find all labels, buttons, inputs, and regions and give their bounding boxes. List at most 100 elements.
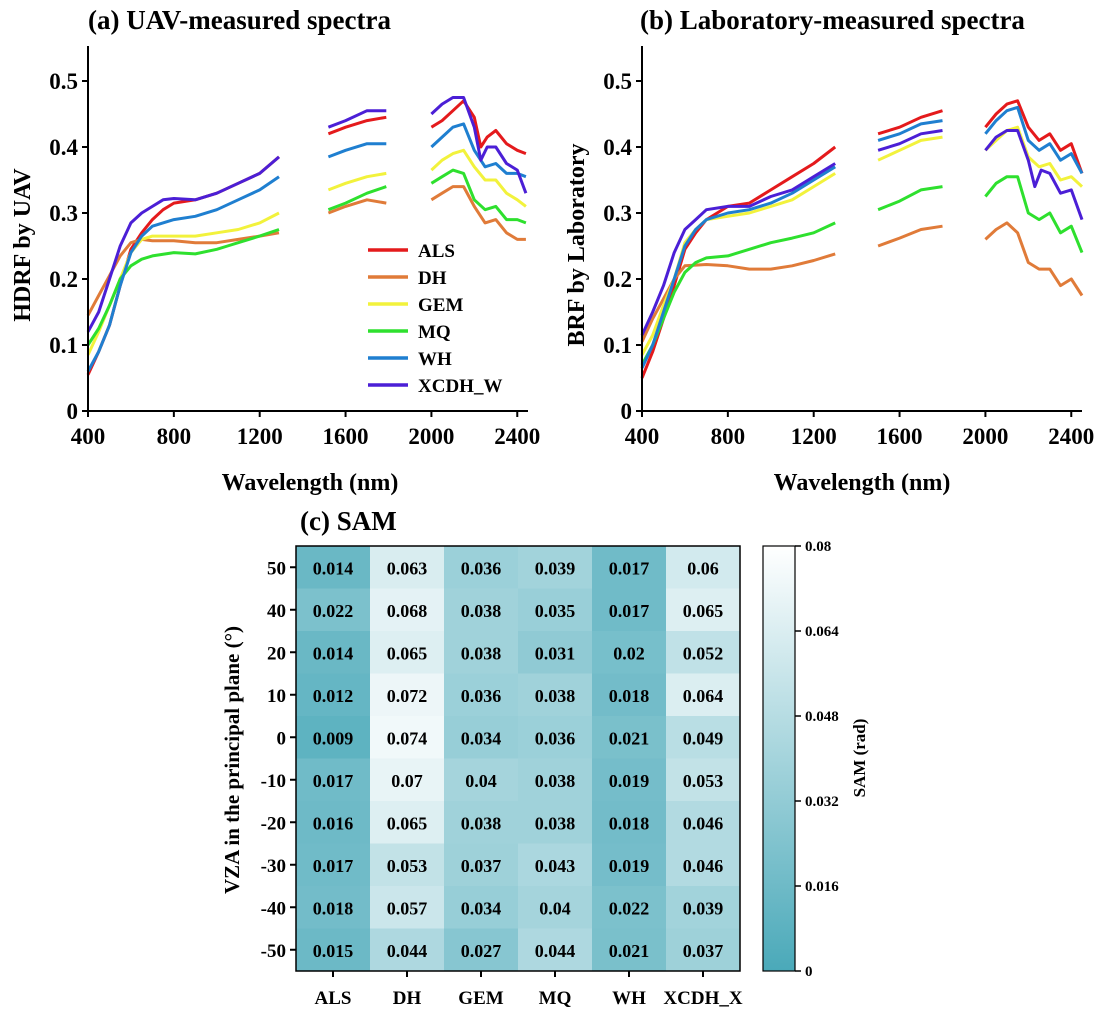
panel-a-x-tick-label: 1600	[323, 424, 369, 449]
heatmap-cell-value: 0.019	[609, 771, 650, 791]
heatmap-cell	[296, 588, 371, 632]
heatmap-cell-value: 0.065	[387, 813, 428, 833]
heatmap-cell	[666, 928, 741, 972]
heatmap-cell	[592, 758, 667, 802]
panel-b-lab-spectra: (b) Laboratory-measured spectra Waveleng…	[564, 5, 1094, 496]
heatmap-cell-value: 0.037	[683, 941, 724, 961]
heatmap-cell	[296, 928, 371, 972]
heatmap-cell	[444, 928, 519, 972]
heatmap-cell-value: 0.034	[461, 728, 502, 748]
panel-a-plot-area: 400 800 1200 1600 2000 2400 0 0.1 0.2 0.3 0.4 0.5 AL…	[49, 46, 540, 449]
legend-label-wh: WH	[418, 349, 452, 370]
heatmap-cell	[666, 843, 741, 887]
heatmap-cell-value: 0.065	[387, 643, 428, 663]
heatmap-row-label: -10	[261, 771, 286, 792]
heatmap-cell	[666, 673, 741, 717]
heatmap-cell	[518, 546, 593, 589]
colorbar-tick-label: 0	[805, 964, 813, 980]
heatmap-cell	[666, 716, 741, 759]
heatmap-cell-value: 0.038	[535, 686, 576, 706]
panel-a-x-axis-label: Wavelength (nm)	[222, 470, 399, 496]
heatmap-row-label: 20	[267, 643, 286, 664]
heatmap-cell-value: 0.072	[387, 686, 428, 706]
heatmap-cell	[592, 843, 667, 887]
heatmap-column-label: WH	[612, 988, 646, 1009]
heatmap-column-label: XCDH_X	[663, 988, 742, 1009]
heatmap-cell-value: 0.057	[387, 898, 428, 918]
panel-b-series-mq	[640, 175, 1084, 366]
heatmap-cell-value: 0.046	[683, 856, 724, 876]
heatmap-row-label: -50	[261, 941, 286, 962]
panel-b-y-tick-label: 0	[621, 399, 633, 424]
heatmap-cell-value: 0.014	[313, 558, 354, 578]
panel-b-x-axis-label: Wavelength (nm)	[774, 470, 951, 496]
heatmap-cell-value: 0.017	[609, 558, 650, 578]
heatmap-cell	[666, 758, 741, 802]
heatmap-cell-value: 0.038	[461, 601, 502, 621]
heatmap-cell-value: 0.014	[313, 643, 354, 663]
heatmap-cell-value: 0.036	[535, 728, 576, 748]
heatmap-cell	[444, 716, 519, 759]
heatmap-column-label: DH	[393, 988, 422, 1009]
heatmap-cell-value: 0.036	[461, 686, 502, 706]
heatmap-cell	[370, 673, 445, 717]
heatmap-cell	[296, 886, 371, 929]
panel-b-x-tick-label: 2000	[962, 424, 1008, 449]
heatmap-frame	[295, 545, 741, 972]
panel-b-y-tick-label: 0.4	[603, 135, 632, 160]
panel-a-y-tick-label: 0.1	[49, 333, 78, 358]
heatmap-cell-value: 0.038	[461, 813, 502, 833]
heatmap-cell-value: 0.038	[535, 771, 576, 791]
heatmap-cell-value: 0.017	[313, 771, 354, 791]
heatmap-row-label: -40	[261, 898, 286, 919]
heatmap-cell-value: 0.031	[535, 643, 576, 663]
panel-c-y-axis-label: VZA in the principal plane (°)	[220, 626, 244, 894]
panel-a-y-tick-label: 0.4	[49, 135, 78, 160]
heatmap-cell-value: 0.022	[609, 898, 650, 918]
heatmap-cell-value: 0.015	[313, 941, 354, 961]
heatmap-cell-value: 0.018	[609, 686, 650, 706]
heatmap-row-label: 10	[267, 686, 286, 707]
heatmap-cell	[370, 546, 445, 589]
heatmap-cell	[370, 716, 445, 759]
heatmap-cell-value: 0.009	[313, 728, 354, 748]
heatmap-cell	[444, 843, 519, 887]
heatmap-cell	[444, 588, 519, 632]
colorbar-tick-label: 0.08	[805, 539, 831, 555]
panel-b-y-axis-label: BRF by Laboratory	[564, 143, 590, 346]
panel-a-x-tick-label: 2000	[408, 424, 454, 449]
heatmap-cell	[370, 758, 445, 802]
heatmap-cell-value: 0.049	[683, 728, 724, 748]
heatmap-cell	[518, 801, 593, 844]
panel-b-series-als	[640, 99, 1084, 379]
heatmap-column-label: ALS	[315, 988, 352, 1009]
heatmap-cell	[444, 758, 519, 802]
panel-a-title: (a) UAV-measured spectra	[88, 5, 391, 35]
heatmap-cell	[444, 673, 519, 717]
panel-b-y-tick-label: 0.1	[603, 333, 632, 358]
heatmap-cell-value: 0.064	[683, 686, 724, 706]
heatmap-cell	[518, 673, 593, 717]
heatmap-cell-value: 0.012	[313, 686, 354, 706]
heatmap-cell	[296, 716, 371, 759]
heatmap-cell-value: 0.053	[683, 771, 724, 791]
heatmap-cell	[592, 631, 667, 674]
panel-a-x-tick-label: 2400	[494, 424, 540, 449]
heatmap-cell-value: 0.046	[683, 813, 724, 833]
heatmap-cell	[518, 631, 593, 674]
heatmap-cell-value: 0.038	[461, 643, 502, 663]
heatmap-cell-value: 0.019	[609, 856, 650, 876]
heatmap-cell	[518, 928, 593, 972]
panel-a-y-axis-label: HDRF by UAV	[10, 168, 36, 322]
panel-b-title: (b) Laboratory-measured spectra	[640, 5, 1025, 35]
heatmap-cell	[592, 588, 667, 632]
legend-label-xcdh-w: XCDH_W	[418, 376, 502, 397]
panel-b-x-tick-label: 2400	[1048, 424, 1094, 449]
heatmap-cell	[444, 886, 519, 929]
heatmap-row-label: -20	[261, 813, 286, 834]
heatmap-cell-value: 0.022	[313, 601, 354, 621]
heatmap-cell	[296, 758, 371, 802]
heatmap-cell-value: 0.039	[683, 898, 724, 918]
heatmap-cell-value: 0.034	[461, 898, 502, 918]
heatmap-cell-value: 0.04	[539, 898, 571, 918]
